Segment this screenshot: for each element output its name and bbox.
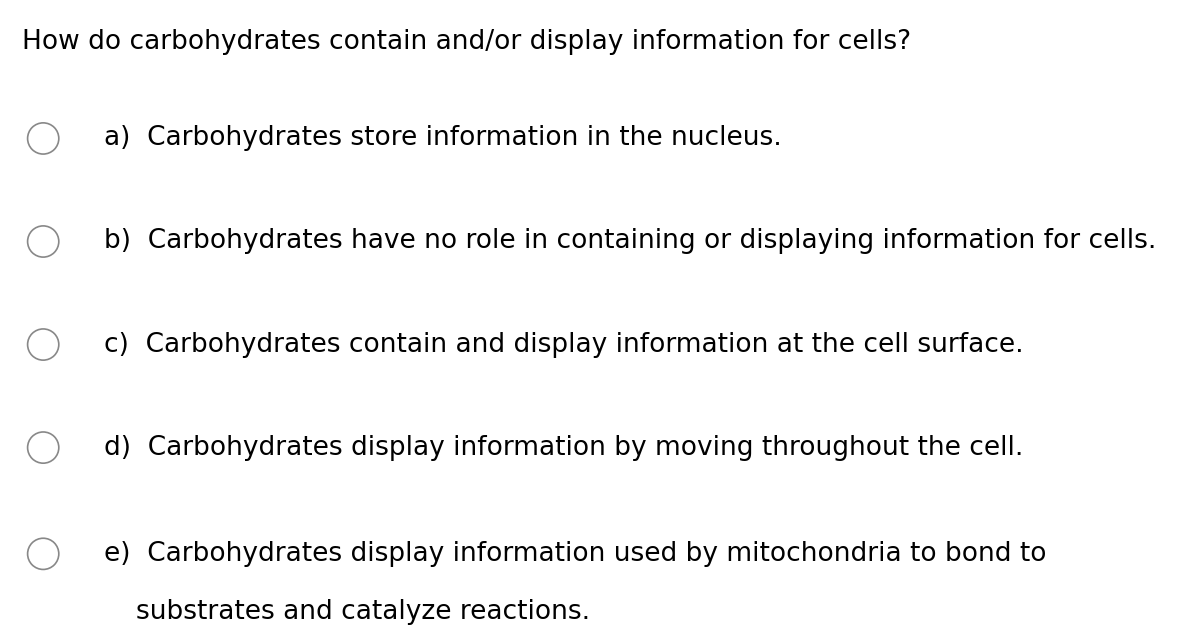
Text: e)  Carbohydrates display information used by mitochondria to bond to: e) Carbohydrates display information use… xyxy=(104,541,1046,567)
Text: d)  Carbohydrates display information by moving throughout the cell.: d) Carbohydrates display information by … xyxy=(104,435,1024,460)
Text: substrates and catalyze reactions.: substrates and catalyze reactions. xyxy=(136,599,589,625)
Text: How do carbohydrates contain and/or display information for cells?: How do carbohydrates contain and/or disp… xyxy=(22,29,911,55)
Text: b)  Carbohydrates have no role in containing or displaying information for cells: b) Carbohydrates have no role in contain… xyxy=(104,229,1157,254)
Text: c)  Carbohydrates contain and display information at the cell surface.: c) Carbohydrates contain and display inf… xyxy=(104,332,1024,357)
Text: a)  Carbohydrates store information in the nucleus.: a) Carbohydrates store information in th… xyxy=(104,126,782,151)
